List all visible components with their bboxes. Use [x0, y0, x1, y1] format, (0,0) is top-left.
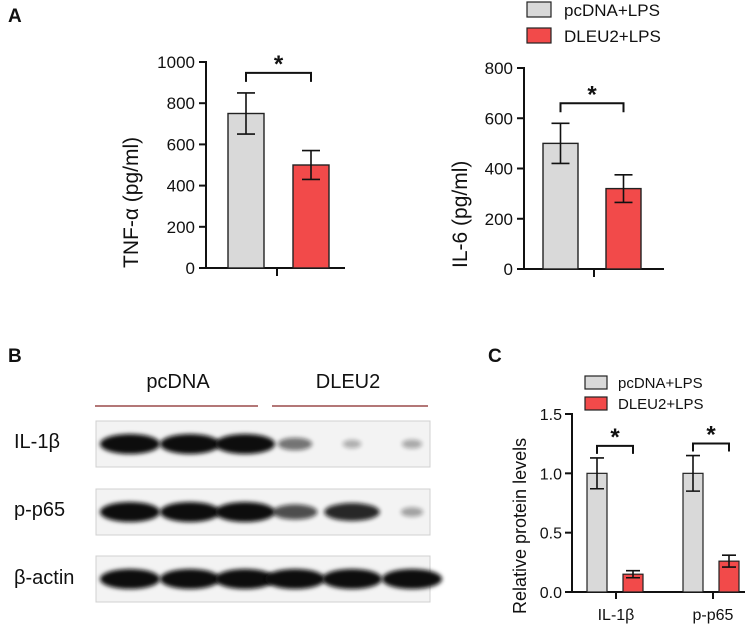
tnf-bar-0 — [227, 112, 265, 269]
blot-band-1-0 — [100, 502, 160, 522]
legend-label-pcdna: pcDNA+LPS — [564, 1, 660, 20]
blot-band-1-3 — [272, 504, 318, 520]
tnf-y-tick-label-4: 800 — [167, 94, 195, 113]
tnf-y-tick-label-5: 1000 — [157, 53, 195, 72]
protein-error-bar-1-0 — [686, 454, 700, 492]
group-label-pcdna: pcDNA — [146, 371, 210, 393]
legend-a: pcDNA+LPS DLEU2+LPS — [526, 1, 661, 46]
tnf-error-bar-0 — [237, 92, 255, 135]
blot-band-0-3 — [277, 437, 313, 451]
blot-band-1-4 — [324, 503, 380, 521]
blot-band-2-5 — [382, 569, 442, 589]
tnf-y-tick-label-3: 600 — [167, 135, 195, 154]
blot-band-2-2 — [215, 569, 275, 589]
il6-y-tick-label-2: 400 — [485, 160, 513, 179]
blot-band-2-0 — [100, 569, 160, 589]
legend-label-dleu2: DLEU2+LPS — [564, 27, 661, 46]
il6-error-bar-0 — [551, 122, 570, 165]
tnf-y-tick-label-2: 400 — [167, 177, 195, 196]
group-label-dleu2: DLEU2 — [316, 371, 380, 393]
protein-y-axis-label: Relative protein levels — [510, 438, 530, 614]
panel-b: B pcDNA DLEU2 IL-1β p-p65 β-actin — [8, 346, 442, 603]
il6-y-tick-label-0: 0 — [504, 260, 513, 279]
blot-band-1-1 — [160, 502, 220, 522]
il6-y-axis-label: IL-6 (pg/ml) — [449, 161, 472, 268]
protein-levels-chart: Relative protein levels 0.0 0.5 1.0 1.5 IL-1… — [510, 407, 745, 624]
tnf-bar-1 — [292, 164, 330, 269]
western-blot — [95, 420, 442, 603]
protein-significance-star-0: * — [610, 424, 620, 451]
il6-error-bar-1 — [614, 173, 633, 204]
il6-significance-star: * — [587, 81, 597, 108]
blot-band-0-0 — [100, 434, 160, 454]
legend-c: pcDNA+LPS DLEU2+LPS — [584, 375, 703, 413]
protein-significance-star-1: * — [706, 422, 716, 449]
protein-error-bar-0-0 — [590, 457, 604, 490]
blot-band-1-5 — [400, 507, 424, 517]
il6-chart: IL-6 (pg/ml) 0 200 400 600 800 * — [449, 59, 664, 279]
legend-swatch-pcdna — [526, 1, 552, 18]
blot-band-2-1 — [160, 569, 220, 589]
protein-significance-bracket-0 — [596, 444, 634, 454]
protein-error-bar-1-1 — [722, 554, 736, 568]
blot-band-1-2 — [215, 502, 275, 522]
legend-c-swatch-pcdna — [584, 375, 608, 390]
legend-c-label-dleu2: DLEU2+LPS — [618, 396, 703, 413]
blot-band-2-3 — [265, 569, 325, 589]
protein-y-tick-label-0: 0.0 — [540, 585, 562, 602]
tnf-significance-star: * — [274, 51, 284, 78]
protein-y-tick-label-3: 1.5 — [540, 407, 562, 424]
protein-y-tick-label-1: 0.5 — [540, 526, 562, 543]
tnf-alpha-chart: TNF-α (pg/ml) 0 200 400 600 800 1000 * — [120, 51, 345, 278]
panel-a: A TNF-α (pg/ml) 0 200 400 600 800 1000 * IL-6 … — [8, 1, 664, 279]
legend-swatch-dleu2 — [526, 27, 552, 44]
protein-error-bar-0-1 — [626, 569, 640, 579]
protein-x-tick-label-1: p-p65 — [693, 607, 734, 624]
legend-c-label-pcdna: pcDNA+LPS — [618, 375, 703, 392]
tnf-significance-bracket — [245, 71, 312, 82]
panel-label-b: B — [8, 346, 22, 367]
tnf-error-bar-1 — [302, 149, 320, 181]
panel-label-c: C — [488, 346, 502, 367]
panel-label-a: A — [8, 6, 22, 27]
blot-band-0-1 — [160, 434, 220, 454]
protein-bar-0-0 — [586, 472, 608, 593]
il6-y-tick-label-1: 200 — [485, 210, 513, 229]
il6-significance-bracket — [559, 102, 625, 113]
protein-x-tick-label-0: IL-1β — [598, 607, 635, 624]
panel-c: C Relative protein levels 0.0 0.5 1.0 1.5 IL… — [488, 346, 745, 624]
blot-label-beta-actin: β-actin — [14, 567, 74, 589]
blot-band-0-5 — [401, 439, 423, 449]
il6-y-tick-label-3: 600 — [485, 109, 513, 128]
blot-band-2-4 — [322, 569, 382, 589]
protein-significance-bracket-1 — [692, 442, 730, 452]
tnf-alpha-y-axis-label: TNF-α (pg/ml) — [120, 137, 143, 268]
protein-y-tick-label-2: 1.0 — [540, 466, 562, 483]
il6-bar-0 — [542, 142, 579, 270]
blot-band-0-4 — [342, 439, 362, 449]
il6-y-tick-label-4: 800 — [485, 59, 513, 78]
tnf-y-tick-label-1: 200 — [167, 218, 195, 237]
blot-label-il1b: IL-1β — [14, 431, 60, 453]
legend-c-swatch-dleu2 — [584, 396, 608, 411]
tnf-y-tick-label-0: 0 — [186, 259, 195, 278]
blot-band-0-2 — [215, 434, 275, 454]
blot-label-pp65: p-p65 — [14, 499, 65, 521]
